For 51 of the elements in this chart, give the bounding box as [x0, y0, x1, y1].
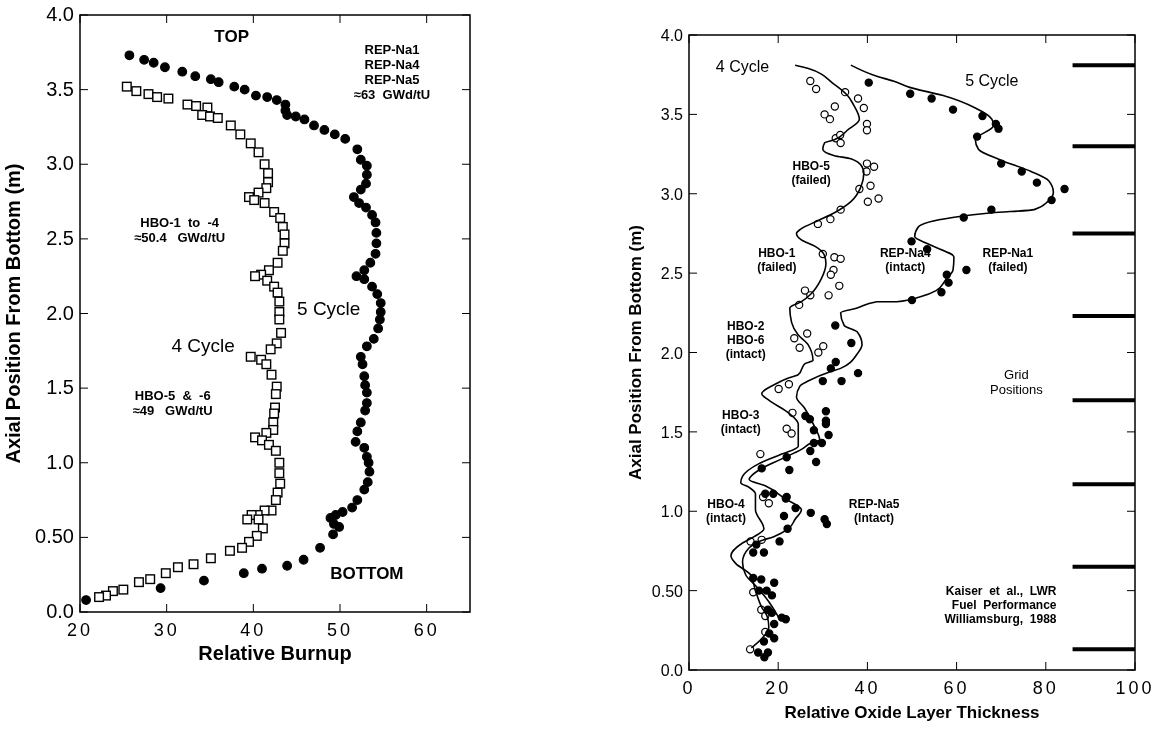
- annotation: HBO-2 HBO-6 (intact): [725, 319, 766, 361]
- x-tick-label: 30: [153, 620, 180, 640]
- annotation: HBO-1 (failed): [757, 246, 797, 275]
- y-tick-label: 3.5: [660, 106, 684, 124]
- x-tick-label: 60: [943, 678, 970, 698]
- y-tick-label: 2.5: [46, 226, 74, 249]
- y-tick-label: 4.0: [46, 3, 74, 25]
- annotation: HBO-4 (intact): [706, 497, 747, 525]
- annotation: BOTTOM: [330, 564, 404, 584]
- annotation: HBO-1 to -4 ≈50.4 GWd/tU: [134, 214, 226, 245]
- annotation: HBO-3 (intact): [720, 408, 761, 436]
- y-tick-label: 1.5: [660, 423, 684, 441]
- y-tick-label: 2.5: [660, 265, 684, 283]
- annotation: REP-Na5 (Intact): [848, 497, 900, 525]
- annotation: TOP: [214, 26, 249, 46]
- y-tick-label: 1.0: [46, 450, 74, 473]
- y-tick-label: 0.50: [651, 582, 684, 600]
- x-tick-label: 40: [240, 620, 267, 640]
- y-axis-title: Axial Position From Bottom (m): [626, 225, 645, 480]
- annotation: Grid Positions: [989, 367, 1044, 398]
- x-axis-title: Relative Oxide Layer Thickness: [784, 703, 1040, 722]
- y-tick-label: 0.0: [46, 600, 74, 622]
- annotation: HBO-5 (failed): [791, 158, 831, 187]
- annotation: REP-Na1 REP-Na4 REP-Na5 ≈63 GWd/tU: [353, 41, 431, 102]
- y-tick-label: 3.0: [46, 152, 74, 175]
- x-tick-label: 60: [413, 620, 440, 640]
- annotation: Kaiser et al., LWR Fuel Performance Williamsburg, 1988: [944, 584, 1057, 626]
- y-tick-label: 0.0: [660, 662, 684, 679]
- x-tick-label: 20: [765, 678, 792, 698]
- y-tick-label: 1.0: [660, 503, 684, 521]
- series-label: 5 Cycle: [297, 297, 361, 319]
- annotation: REP-Na1 (failed): [982, 246, 1034, 275]
- x-tick-label: 50: [326, 620, 354, 640]
- series-label: 5 Cycle: [965, 71, 1019, 89]
- y-tick-label: 3.5: [46, 77, 74, 100]
- x-tick-label: 40: [854, 678, 881, 698]
- y-tick-label: 3.0: [660, 185, 684, 203]
- x-axis-title: Relative Burnup: [198, 642, 352, 664]
- legend-label: 4 Cycle: [715, 57, 770, 75]
- y-axis-title: Axial Position From Bottom (m): [2, 163, 24, 464]
- annotation: HBO-5 & -6 ≈49 GWd/tU: [132, 388, 213, 419]
- y-tick-label: 4.0: [660, 27, 684, 44]
- x-tick-label: 20: [66, 620, 94, 640]
- x-tick-label: 100: [1115, 678, 1155, 698]
- y-tick-label: 2.0: [46, 301, 74, 324]
- y-tick-label: 0.50: [35, 525, 74, 548]
- y-tick-label: 2.0: [660, 344, 684, 362]
- x-tick-label: 80: [1032, 678, 1059, 698]
- y-tick-label: 1.5: [46, 376, 74, 399]
- series-label: 4 Cycle: [171, 335, 235, 357]
- x-tick-label: 0: [682, 678, 696, 698]
